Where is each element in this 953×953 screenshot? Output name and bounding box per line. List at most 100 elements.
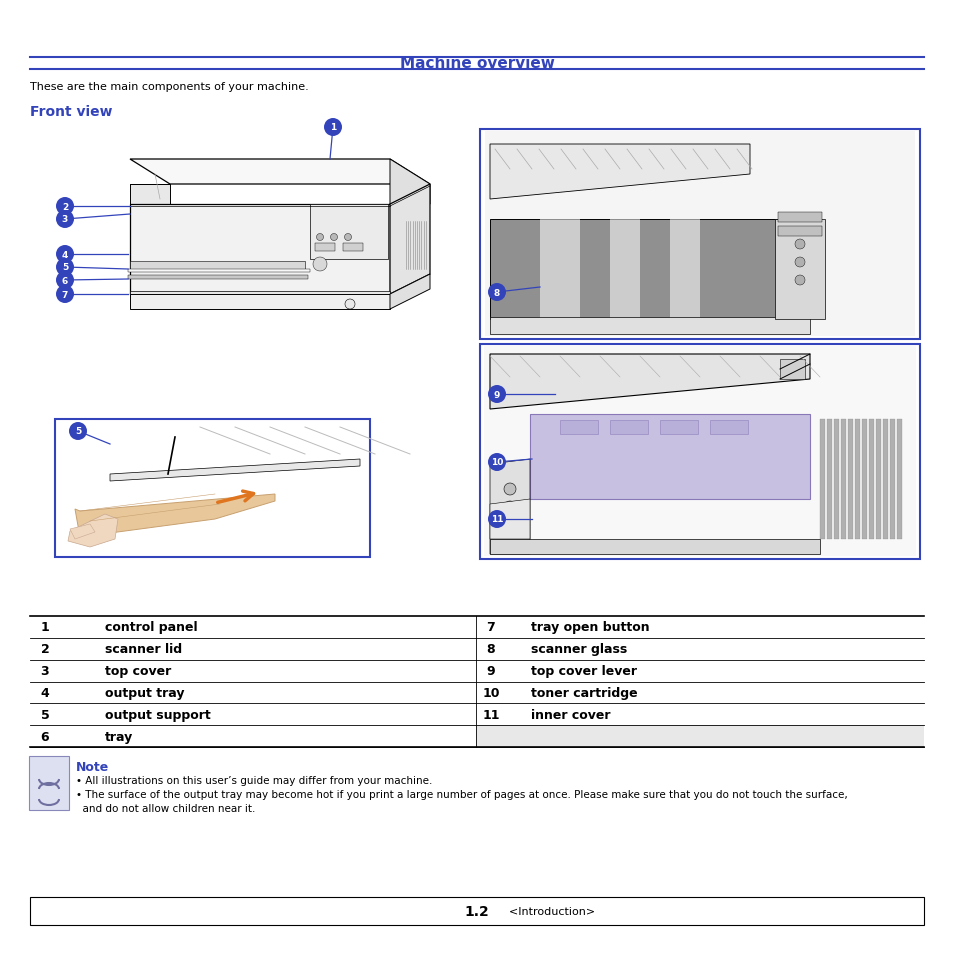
Text: 2: 2: [62, 202, 68, 212]
Text: 5: 5: [74, 427, 81, 436]
FancyBboxPatch shape: [479, 345, 919, 559]
Bar: [778, 213, 821, 223]
Text: tray: tray: [105, 730, 133, 742]
Bar: [780, 359, 804, 379]
Text: 4: 4: [62, 251, 68, 259]
Bar: [310, 205, 388, 260]
Bar: [609, 420, 647, 435]
Polygon shape: [669, 220, 700, 319]
Text: scanner glass: scanner glass: [531, 642, 626, 656]
Circle shape: [56, 198, 74, 215]
Circle shape: [794, 240, 804, 250]
Text: Machine overview: Machine overview: [399, 56, 554, 71]
Text: output tray: output tray: [105, 686, 184, 700]
Polygon shape: [390, 160, 430, 205]
Text: 7: 7: [486, 620, 495, 634]
Bar: [130, 262, 305, 270]
Text: These are the main components of your machine.: These are the main components of your ma…: [30, 82, 309, 91]
Text: 6: 6: [41, 730, 50, 742]
Text: <Introduction>: <Introduction>: [501, 906, 595, 916]
Text: top cover lever: top cover lever: [531, 664, 637, 678]
Circle shape: [488, 284, 505, 302]
Circle shape: [56, 272, 74, 290]
Polygon shape: [110, 459, 359, 481]
Text: 10: 10: [482, 686, 499, 700]
Bar: [483, 347, 915, 557]
Bar: [889, 419, 894, 539]
Text: scanner lid: scanner lid: [105, 642, 182, 656]
Bar: [833, 419, 838, 539]
Circle shape: [313, 257, 327, 272]
Circle shape: [488, 511, 505, 529]
Bar: [882, 419, 887, 539]
Text: 9: 9: [486, 664, 495, 678]
Text: inner cover: inner cover: [531, 708, 610, 721]
Polygon shape: [490, 145, 749, 200]
Polygon shape: [70, 524, 95, 539]
Polygon shape: [490, 499, 530, 539]
Polygon shape: [490, 317, 809, 335]
Bar: [896, 419, 901, 539]
Text: top cover: top cover: [105, 664, 172, 678]
Text: 11: 11: [490, 515, 503, 524]
Text: 4: 4: [41, 686, 50, 700]
Text: 7: 7: [62, 291, 68, 299]
Text: Front view: Front view: [30, 105, 112, 119]
Polygon shape: [390, 274, 430, 310]
Text: 10: 10: [490, 458, 502, 467]
Text: • All illustrations on this user’s guide may differ from your machine.: • All illustrations on this user’s guide…: [76, 775, 432, 785]
Text: 8: 8: [494, 288, 499, 297]
Text: control panel: control panel: [105, 620, 197, 634]
Circle shape: [488, 386, 505, 403]
Polygon shape: [539, 220, 579, 319]
Circle shape: [794, 257, 804, 268]
Polygon shape: [130, 292, 390, 297]
Text: Note: Note: [76, 760, 110, 773]
Bar: [314, 244, 335, 252]
Polygon shape: [530, 415, 809, 499]
FancyBboxPatch shape: [29, 757, 69, 810]
Polygon shape: [490, 539, 820, 555]
Bar: [343, 244, 363, 252]
Bar: [778, 227, 821, 236]
Bar: [484, 132, 914, 336]
Text: 3: 3: [62, 215, 68, 224]
Circle shape: [794, 275, 804, 286]
Polygon shape: [490, 220, 809, 319]
Bar: [774, 220, 824, 319]
Text: and do not allow children near it.: and do not allow children near it.: [76, 803, 255, 813]
Text: 3: 3: [41, 664, 50, 678]
Circle shape: [503, 501, 516, 514]
Polygon shape: [130, 294, 390, 310]
Bar: [875, 419, 880, 539]
Bar: [30, 897, 923, 925]
Text: 1.2: 1.2: [464, 904, 489, 918]
FancyBboxPatch shape: [479, 130, 919, 339]
Bar: [841, 419, 845, 539]
Circle shape: [316, 234, 323, 241]
Polygon shape: [390, 185, 430, 294]
Bar: [820, 419, 824, 539]
Bar: [659, 420, 698, 435]
Polygon shape: [130, 185, 170, 205]
Text: toner cartridge: toner cartridge: [531, 686, 637, 700]
Polygon shape: [130, 160, 430, 185]
Text: 1: 1: [330, 123, 335, 132]
Polygon shape: [490, 355, 809, 410]
Circle shape: [324, 119, 341, 137]
Text: 9: 9: [494, 390, 499, 399]
Polygon shape: [128, 270, 310, 273]
Text: 6: 6: [62, 276, 68, 285]
Text: 8: 8: [486, 642, 495, 656]
Bar: [868, 419, 873, 539]
Circle shape: [345, 299, 355, 310]
Circle shape: [56, 286, 74, 304]
Circle shape: [503, 519, 516, 532]
Bar: [709, 420, 747, 435]
Bar: [559, 420, 598, 435]
Text: 5: 5: [41, 708, 50, 721]
Text: output support: output support: [105, 708, 211, 721]
Polygon shape: [130, 205, 390, 294]
Polygon shape: [609, 220, 639, 319]
Polygon shape: [68, 515, 118, 547]
